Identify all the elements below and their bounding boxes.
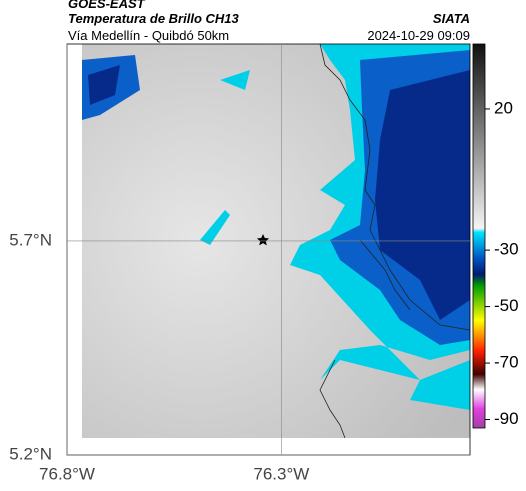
colorbar-tick-label: -50: [494, 296, 519, 315]
colorbar-tick-label: -30: [494, 240, 519, 259]
lat-tick-label: 5.2°N: [9, 444, 52, 463]
location: Vía Medellín - Quibdó 50km: [68, 28, 229, 43]
colorbar-tick-label: -70: [494, 353, 519, 372]
colorbar-tick-label: -90: [494, 409, 519, 428]
lon-tick-label: 76.8°W: [39, 464, 95, 483]
colorbar-tick-label: 20: [494, 98, 513, 117]
lon-tick-label: 76.3°W: [253, 464, 309, 483]
datetime: 2024-10-29 09:09: [367, 28, 470, 43]
colorbar: [472, 43, 486, 429]
agency: SIATA: [433, 11, 470, 26]
product: Temperatura de Brillo CH13: [68, 11, 240, 26]
source: GOES-EAST: [68, 0, 146, 11]
lat-tick-label: 5.7°N: [9, 230, 52, 249]
